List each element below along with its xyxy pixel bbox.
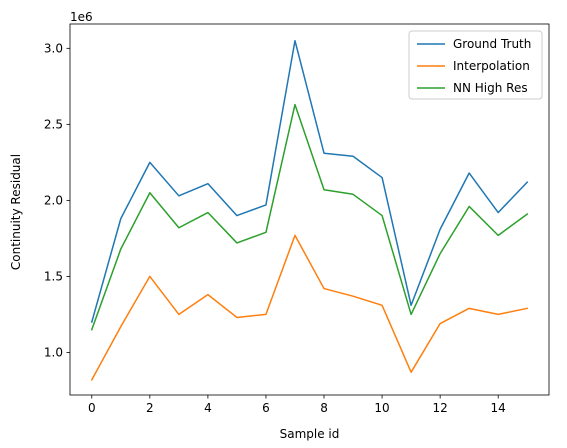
plot-area — [69, 23, 550, 396]
x-axis-label: Sample id — [280, 427, 340, 441]
x-tick-label: 2 — [146, 401, 154, 415]
series-line-3 — [90, 103, 529, 331]
x-axis-ticks: 0 2 4 6 8 10 12 14 — [88, 395, 506, 415]
x-tick-label: 10 — [374, 401, 389, 415]
legend-label: Ground Truth — [453, 37, 531, 51]
y-tick-label: 2.0 — [44, 193, 63, 207]
x-tick-label: 6 — [262, 401, 270, 415]
x-tick-label: 12 — [432, 401, 447, 415]
series-line-1 — [90, 39, 529, 323]
y-tick-label: 3.0 — [44, 41, 63, 55]
x-tick-label: 0 — [88, 401, 96, 415]
legend: Ground Truth Interpolation NN High Res — [408, 30, 543, 100]
y-tick-label: 1.5 — [44, 269, 63, 283]
axes-frame — [69, 23, 550, 396]
x-tick-label: 4 — [204, 401, 212, 415]
x-tick-label: 14 — [491, 401, 506, 415]
legend-label: NN High Res — [453, 81, 528, 95]
y-tick-label: 2.5 — [44, 117, 63, 131]
x-tick-label: 8 — [320, 401, 328, 415]
y-tick-label: 1.0 — [44, 345, 63, 359]
y-offset-label: 1e6 — [70, 10, 93, 24]
y-axis-label: Continuity Residual — [9, 154, 23, 270]
legend-label: Interpolation — [453, 59, 530, 73]
legend-box — [408, 30, 543, 100]
y-axis-ticks: 1.0 1.5 2.0 2.5 3.0 — [44, 41, 70, 359]
series-line-2 — [90, 234, 529, 381]
